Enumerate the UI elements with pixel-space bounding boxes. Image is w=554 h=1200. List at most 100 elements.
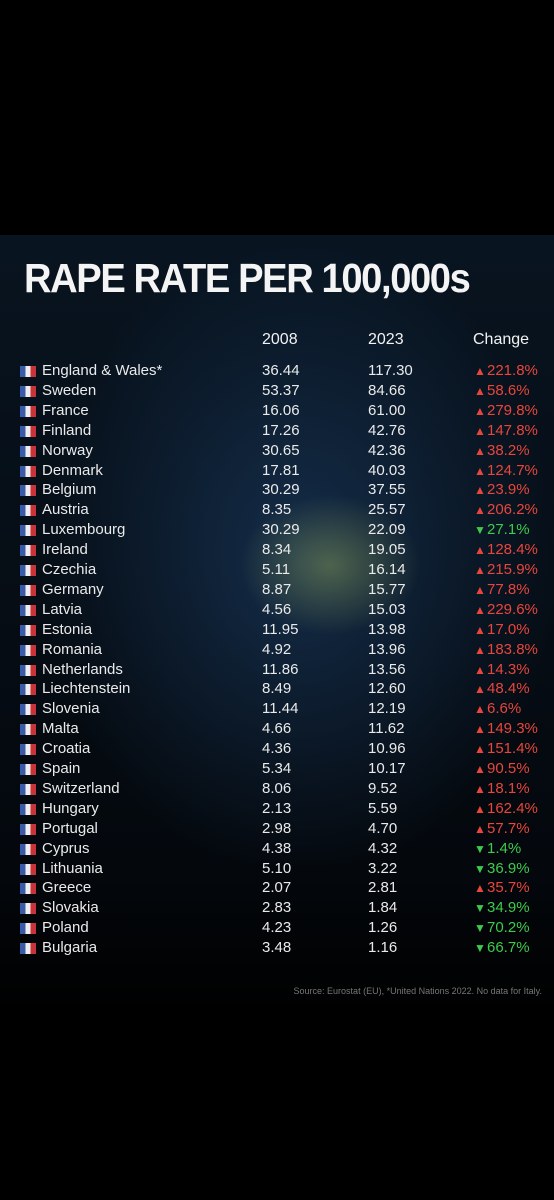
flag-icon <box>20 903 36 915</box>
value-2023: 13.96 <box>368 640 406 658</box>
value-2008: 30.29 <box>262 521 300 539</box>
change: 34.9% <box>487 899 530 917</box>
country: Poland <box>42 919 89 937</box>
country: Slovakia <box>42 899 99 917</box>
value-2008: 5.34 <box>262 760 292 777</box>
trend-arrow: ▲ <box>474 801 486 816</box>
flag-icon <box>20 744 36 756</box>
value-2023: 1.84 <box>368 899 398 917</box>
change: 66.7% <box>487 939 530 957</box>
country: Spain <box>42 760 81 777</box>
value-2008: 4.56 <box>262 600 292 618</box>
trend-arrow: ▼ <box>474 841 486 856</box>
flag-icon <box>20 883 36 895</box>
change: 229.6% <box>487 600 538 618</box>
value-2008: 17.26 <box>262 421 300 439</box>
value-2008: 8.34 <box>262 541 292 559</box>
value-2023: 11.62 <box>368 720 405 738</box>
trend-arrow: ▲ <box>474 383 486 398</box>
value-2008: 8.06 <box>262 779 292 797</box>
flag-icon <box>20 863 36 875</box>
flag-icon <box>20 366 36 377</box>
change: 6.6% <box>487 700 522 718</box>
value-2023: 84.66 <box>368 381 406 399</box>
trend-arrow: ▲ <box>474 682 486 697</box>
flag-icon <box>20 923 36 935</box>
source-note: Source: Eurostat (EU), *United Nations 2… <box>293 986 542 996</box>
trend-arrow: ▲ <box>474 463 486 478</box>
flag-icon <box>20 724 36 736</box>
value-2023: 37.55 <box>368 481 406 499</box>
change: 162.4% <box>487 799 538 817</box>
flag-icon <box>20 704 36 716</box>
change: 17.0% <box>487 620 530 638</box>
value-2023: 22.09 <box>368 521 406 539</box>
change: 18.1% <box>487 779 530 797</box>
change: 58.6% <box>487 381 530 399</box>
value-2023: 1.16 <box>368 939 398 957</box>
flag-icon <box>20 684 36 696</box>
flag-icon <box>20 664 36 676</box>
value-2023: 13.56 <box>368 660 406 678</box>
trend-arrow: ▲ <box>474 622 486 637</box>
value-2023: 1.26 <box>368 919 398 937</box>
trend-arrow: ▲ <box>474 423 486 438</box>
trend-arrow: ▼ <box>474 523 486 538</box>
col-header: 2023 <box>368 331 404 348</box>
country: Norway <box>42 441 93 459</box>
trend-arrow: ▲ <box>474 582 486 597</box>
value-2023: 9.52 <box>368 779 398 797</box>
country: Greece <box>42 879 92 897</box>
country: Croatia <box>42 740 91 758</box>
change: 38.2% <box>487 441 530 459</box>
value-2008: 4.38 <box>262 839 292 857</box>
trend-arrow: ▼ <box>474 941 486 956</box>
value-2023: 15.77 <box>368 580 406 598</box>
flag-icon <box>20 445 36 457</box>
flag-icon <box>20 943 36 955</box>
trend-arrow: ▼ <box>474 861 486 876</box>
change: 128.4% <box>487 541 538 559</box>
value-2008: 2.83 <box>262 899 292 917</box>
change: 36.9% <box>487 859 530 877</box>
value-2008: 11.95 <box>262 620 299 638</box>
trend-arrow: ▼ <box>474 901 486 916</box>
trend-arrow: ▲ <box>474 503 486 518</box>
country: Estonia <box>42 620 93 638</box>
trend-arrow: ▲ <box>474 642 486 657</box>
value-2008: 2.07 <box>262 879 292 897</box>
flag-icon <box>20 565 36 576</box>
country: Romania <box>42 640 103 658</box>
country: Netherlands <box>42 660 123 678</box>
value-2023: 10.96 <box>368 740 406 758</box>
value-2008: 53.37 <box>262 381 300 399</box>
background <box>0 235 554 1015</box>
title: RAPE RATE PER 100,000s <box>24 255 471 301</box>
country: Hungary <box>42 799 99 817</box>
value-2023: 4.70 <box>368 819 398 837</box>
country: Latvia <box>42 600 83 618</box>
flag-icon <box>20 843 36 855</box>
value-2023: 15.03 <box>368 600 406 618</box>
trend-arrow: ▲ <box>474 403 486 418</box>
flag-icon <box>20 485 36 497</box>
trend-arrow: ▲ <box>474 781 486 796</box>
flag-icon <box>20 505 36 517</box>
value-2023: 3.22 <box>368 859 398 877</box>
country: England & Wales* <box>42 362 163 379</box>
trend-arrow: ▲ <box>474 881 486 896</box>
change: 279.8% <box>487 401 538 419</box>
flag-icon <box>20 545 36 557</box>
value-2023: 16.14 <box>368 561 406 578</box>
change: 215.9% <box>487 561 538 578</box>
value-2023: 61.00 <box>368 401 406 419</box>
trend-arrow: ▲ <box>474 364 486 378</box>
value-2008: 8.87 <box>262 580 292 598</box>
value-2008: 5.11 <box>262 561 291 578</box>
trend-arrow: ▲ <box>474 722 486 737</box>
value-2023: 40.03 <box>368 461 406 479</box>
country: Malta <box>42 720 79 738</box>
flag-icon <box>20 405 36 417</box>
flag-icon <box>20 803 36 815</box>
